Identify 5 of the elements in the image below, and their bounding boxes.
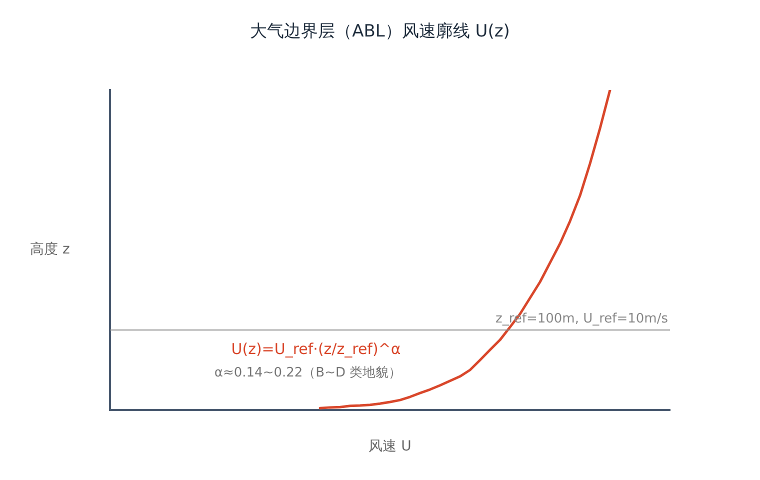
chart-title: 大气边界层（ABL）风速廓线 U(z) bbox=[250, 21, 510, 42]
annotation: U(z)=U_ref·(z/z_ref)^α bbox=[231, 340, 401, 358]
y-axis-title: 高度 z bbox=[30, 242, 70, 258]
x-axis-title: 风速 U bbox=[368, 438, 412, 455]
annotation: α≈0.14~0.22（B~D 类地貌） bbox=[214, 365, 402, 380]
